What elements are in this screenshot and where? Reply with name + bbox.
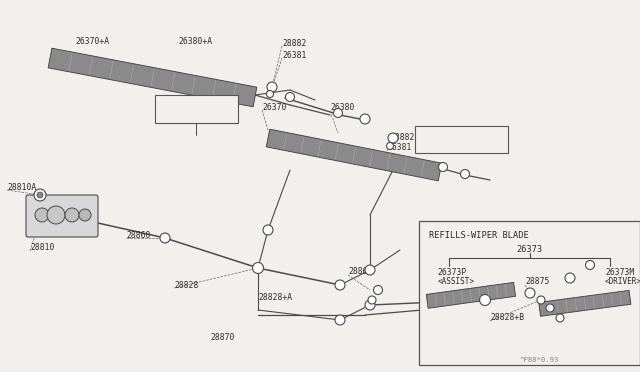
Text: 28860: 28860 (126, 231, 150, 240)
Circle shape (35, 208, 49, 222)
Text: 26373: 26373 (516, 246, 543, 254)
Polygon shape (266, 129, 442, 181)
Polygon shape (48, 48, 257, 107)
Circle shape (565, 273, 575, 283)
Circle shape (333, 109, 342, 118)
Circle shape (387, 142, 394, 150)
Text: 26380: 26380 (330, 103, 355, 112)
Text: 28810A: 28810A (7, 183, 36, 192)
Text: 28828: 28828 (174, 280, 198, 289)
Circle shape (266, 90, 273, 97)
Text: <ASSIST>: <ASSIST> (437, 277, 474, 286)
Circle shape (365, 265, 375, 275)
Text: 28870: 28870 (210, 334, 234, 343)
Circle shape (586, 260, 595, 269)
Circle shape (388, 133, 398, 143)
Circle shape (537, 296, 545, 304)
Circle shape (79, 209, 91, 221)
Text: 26381: 26381 (387, 144, 412, 153)
Text: 28882: 28882 (390, 134, 414, 142)
Text: ^P88*0.93: ^P88*0.93 (520, 357, 559, 363)
Circle shape (365, 300, 375, 310)
Text: 28875: 28875 (525, 278, 549, 286)
Circle shape (160, 233, 170, 243)
Circle shape (267, 82, 277, 92)
Circle shape (461, 170, 470, 179)
Circle shape (253, 263, 264, 273)
Circle shape (285, 93, 294, 102)
Text: 28828+A: 28828+A (258, 294, 292, 302)
Text: 26380+A: 26380+A (178, 38, 212, 46)
Text: 28828+B: 28828+B (490, 314, 524, 323)
Text: 26373P: 26373P (437, 268, 467, 277)
Text: <DRIVER>: <DRIVER> (605, 277, 640, 286)
Text: 26381: 26381 (282, 51, 307, 60)
Text: 28865: 28865 (348, 267, 372, 276)
Circle shape (556, 314, 564, 322)
Text: [0698-   ]: [0698- ] (158, 114, 204, 123)
Polygon shape (539, 291, 631, 316)
Text: 26370: 26370 (262, 103, 286, 112)
Circle shape (546, 304, 554, 312)
Circle shape (335, 315, 345, 325)
Circle shape (335, 280, 345, 290)
Text: 28882: 28882 (282, 38, 307, 48)
Circle shape (525, 288, 535, 298)
Circle shape (479, 295, 490, 305)
FancyBboxPatch shape (26, 195, 98, 237)
Text: 28852: 28852 (417, 134, 441, 142)
Circle shape (34, 189, 46, 201)
Text: 28052: 28052 (158, 103, 182, 112)
Circle shape (374, 285, 383, 295)
Text: 26370+A: 26370+A (75, 38, 109, 46)
Polygon shape (426, 282, 516, 308)
Circle shape (37, 192, 43, 198)
Text: [0698-   ]: [0698- ] (417, 144, 463, 154)
Circle shape (47, 206, 65, 224)
FancyBboxPatch shape (155, 95, 238, 123)
Text: REFILLS-WIPER BLADE: REFILLS-WIPER BLADE (429, 231, 529, 240)
Text: 28810: 28810 (30, 244, 54, 253)
Circle shape (360, 114, 370, 124)
Circle shape (438, 163, 447, 171)
Circle shape (65, 208, 79, 222)
FancyBboxPatch shape (415, 126, 508, 153)
FancyBboxPatch shape (419, 221, 640, 365)
Circle shape (368, 296, 376, 304)
Text: 26373M: 26373M (605, 268, 634, 277)
Circle shape (263, 225, 273, 235)
